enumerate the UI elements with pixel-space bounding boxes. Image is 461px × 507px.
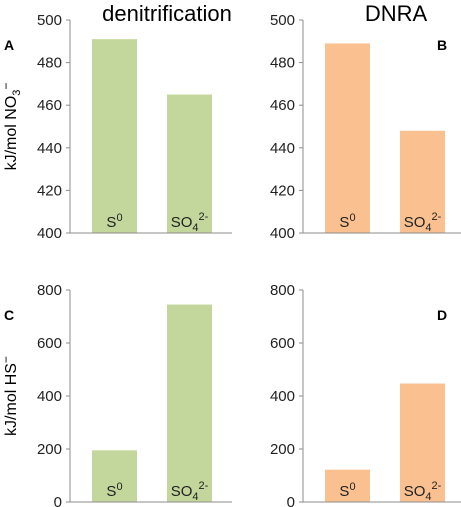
- y-tick-label: 200: [270, 441, 295, 458]
- panel-title: denitrification: [102, 1, 232, 26]
- y-tick-label: 440: [270, 140, 295, 157]
- bar-B-s0: [325, 43, 370, 234]
- y-tick-label: 460: [37, 97, 62, 114]
- y-tick-label: 480: [37, 55, 62, 72]
- y-tick-label: 420: [270, 182, 295, 199]
- bar-A-s0: [92, 39, 137, 233]
- bar-A-so4: [167, 94, 212, 233]
- y-tick-label: 400: [270, 225, 295, 242]
- y-tick-label: 0: [287, 494, 295, 507]
- panel-A: S0 SO42-400420440460480500Adenitrificatio…: [0, 1, 232, 242]
- bar-C-s0: [92, 450, 137, 502]
- y-tick-label: 400: [37, 225, 62, 242]
- panel-title: DNRA: [365, 1, 428, 26]
- panel-letter: A: [4, 37, 14, 53]
- y-tick-label: 500: [270, 12, 295, 29]
- bar-D-s0: [325, 469, 370, 502]
- y-tick-label: 400: [270, 388, 295, 405]
- panel-letter: B: [437, 37, 447, 53]
- y-tick-label: 400: [37, 388, 62, 405]
- y-tick-label: 500: [37, 12, 62, 29]
- y-axis-label: kJ/mol HS−: [0, 356, 20, 436]
- y-tick-label: 800: [37, 282, 62, 299]
- panel-letter: C: [4, 307, 14, 323]
- y-tick-label: 200: [37, 441, 62, 458]
- y-axis-label: kJ/mol NO3−: [0, 83, 23, 171]
- y-tick-label: 440: [37, 140, 62, 157]
- panel-letter: D: [437, 307, 447, 323]
- y-tick-label: 0: [54, 494, 62, 507]
- y-tick-label: 800: [270, 282, 295, 299]
- y-tick-label: 480: [270, 55, 295, 72]
- y-tick-label: 600: [270, 335, 295, 352]
- bar-D-so4: [400, 383, 445, 502]
- y-tick-label: 600: [37, 335, 62, 352]
- y-tick-label: 420: [37, 182, 62, 199]
- bar-B-so4: [400, 130, 445, 233]
- y-tick-label: 460: [270, 97, 295, 114]
- bar-C-so4: [167, 304, 212, 502]
